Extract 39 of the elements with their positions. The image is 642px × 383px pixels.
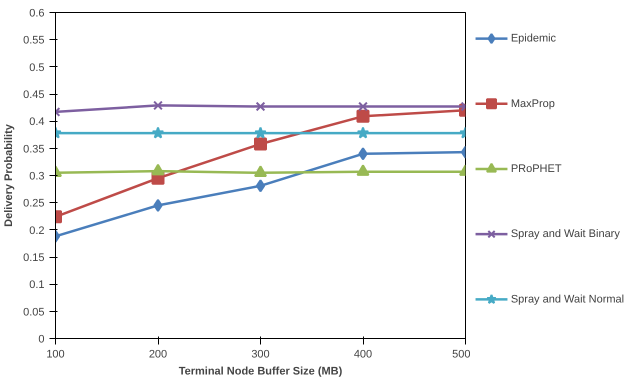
point <box>256 102 266 112</box>
point <box>356 164 370 176</box>
y-tick-label: 0.15 <box>23 252 45 264</box>
point <box>356 110 370 123</box>
legend-label: MaxProp <box>510 98 555 110</box>
point <box>153 100 163 110</box>
x-tick-label: 200 <box>148 348 168 360</box>
legend-label: Spray and Wait Binary <box>510 228 620 240</box>
point <box>254 165 267 177</box>
y-tick-label: 0.2 <box>29 224 45 237</box>
point <box>152 126 164 139</box>
point <box>358 147 368 160</box>
y-tick-label: 0.45 <box>23 89 45 101</box>
y-tick-label: 0.25 <box>23 198 45 210</box>
y-tick-label: 0.55 <box>23 34 45 47</box>
y-axis-title: Delivery Probability <box>3 123 16 227</box>
point <box>256 179 266 192</box>
y-tick-label: 0 <box>38 334 45 346</box>
point <box>254 137 267 150</box>
point <box>254 126 267 139</box>
legend-label: Epidemic <box>510 32 557 45</box>
y-tick-label: 0.3 <box>29 170 45 182</box>
point <box>153 198 163 212</box>
y-tick-label: 0.4 <box>29 116 45 128</box>
y-tick-label: 0.35 <box>23 143 45 156</box>
point <box>152 164 164 176</box>
y-tick-label: 0.5 <box>29 62 45 74</box>
legend-label: Spray and Wait Normal <box>510 293 624 306</box>
point <box>356 126 370 139</box>
x-tick-label: 100 <box>46 348 65 360</box>
point <box>358 102 368 112</box>
y-tick-label: 0.05 <box>23 306 45 318</box>
y-tick-label: 0.1 <box>29 279 45 292</box>
x-tick-label: 300 <box>251 348 270 360</box>
x-tick-label: 400 <box>354 348 372 360</box>
legend-label: PRoPHET <box>510 162 562 175</box>
x-axis-title: Terminal Node Buffer Size (MB) <box>178 366 343 378</box>
y-tick-label: 0.6 <box>29 8 45 20</box>
x-tick-label: 500 <box>452 348 471 360</box>
